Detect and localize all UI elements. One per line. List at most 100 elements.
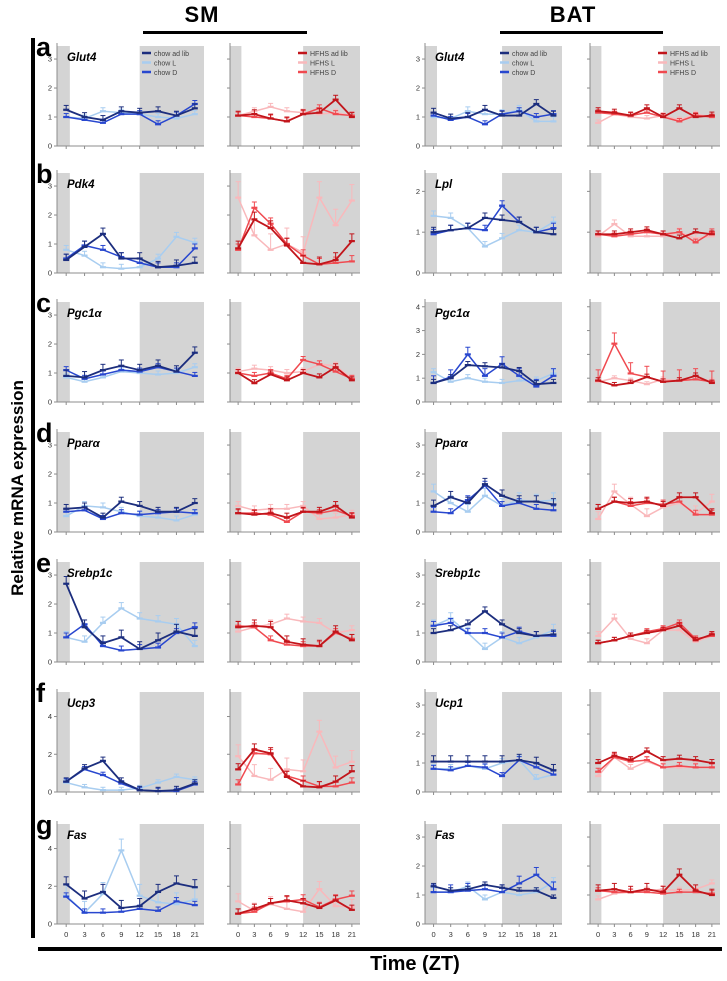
x-tick-label: 18 — [331, 930, 339, 939]
x-tick-label: 0 — [431, 930, 435, 939]
series-group — [235, 94, 355, 123]
dark-phase-band — [663, 562, 720, 662]
dark-phase-band — [230, 173, 242, 273]
gene-label: Ucp3 — [67, 698, 96, 710]
legend-label: HFHS D — [670, 70, 696, 77]
dark-phase-band — [502, 46, 562, 146]
series-line-hfhs-d — [237, 206, 352, 266]
dark-phase-band — [303, 692, 360, 792]
chart-g-sm-hfhs: 0 3 6 9 12 15 18 21 — [227, 821, 360, 939]
dark-phase-band — [502, 432, 562, 532]
series-line-chow-l — [66, 776, 195, 791]
dark-phase-band — [590, 302, 602, 402]
dark-phase-band — [139, 173, 204, 273]
series-line-hfhs-ad-lib — [237, 748, 353, 789]
legend-label: chow D — [154, 70, 177, 77]
y-tick-label: 2 — [48, 882, 52, 891]
series-line-chow-l — [66, 607, 196, 647]
y-tick-label: 2 — [416, 350, 420, 359]
series-group — [430, 753, 557, 781]
y-tick-label: 2 — [416, 862, 420, 871]
chart-d-sm-chow: 0 1 2 3 Pparα — [48, 429, 204, 537]
series-line-hfhs-ad-lib — [598, 107, 712, 119]
series-line-hfhs-ad-lib — [598, 229, 712, 240]
series-line-hfhs-ad-lib — [597, 374, 713, 387]
chart-f-bat-chow: 0 1 2 3 Ucp1 — [416, 689, 562, 797]
y-tick-label: 0 — [48, 398, 52, 407]
y-tick-label: 2 — [48, 340, 52, 349]
panel-letter-d: d — [36, 418, 53, 448]
y-tick-label: 0 — [48, 920, 52, 929]
series-line-chow-ad-lib — [433, 482, 554, 507]
gene-label: Fas — [435, 830, 455, 842]
gene-label: Pparα — [435, 438, 469, 450]
series-group — [595, 104, 715, 124]
chart-c-bat-chow: 0 1 2 3 4 Pgc1α — [416, 299, 562, 407]
y-tick-label: 0 — [48, 658, 52, 667]
y-tick-label: 0 — [416, 528, 420, 537]
y-tick-label: 3 — [48, 311, 52, 320]
legend-label: chow L — [154, 60, 176, 67]
series-group — [595, 613, 715, 645]
legend-label: chow L — [512, 60, 534, 67]
dark-phase-band — [502, 562, 562, 662]
series-group — [63, 346, 198, 383]
gene-label: Glut4 — [67, 52, 97, 64]
legend-label: chow ad lib — [154, 51, 189, 58]
chart-a-sm-hfhs: HFHS ad lib HFHS L HFHS D — [227, 43, 360, 149]
y-tick-label: 3 — [416, 441, 420, 450]
y-tick-label: 1 — [416, 228, 420, 237]
y-tick-label: 0 — [48, 528, 52, 537]
series-line-chow-l — [433, 108, 554, 123]
series-line-chow-l — [433, 371, 554, 384]
series-line-chow-ad-lib — [66, 352, 196, 379]
series-line-hfhs-ad-lib — [238, 98, 353, 123]
series-group — [235, 355, 355, 385]
chart-b-bat-hfhs — [587, 170, 720, 276]
chart-a-bat-hfhs: HFHS ad lib HFHS L HFHS D — [587, 43, 720, 149]
series-line-hfhs-ad-lib — [237, 366, 353, 385]
series-line-chow-l — [66, 366, 196, 383]
series-line-chow-d — [65, 244, 196, 268]
dark-phase-band — [139, 692, 204, 792]
series-group — [235, 501, 355, 523]
gene-label: Pparα — [67, 438, 101, 450]
chart-f-sm-chow: 0 2 4 Ucp3 — [48, 689, 204, 797]
gene-label: Pgc1α — [67, 308, 102, 320]
x-tick-label: 9 — [645, 930, 649, 939]
x-tick-label: 9 — [285, 930, 289, 939]
series-line-hfhs-l — [597, 223, 712, 240]
y-tick-label: 3 — [48, 441, 52, 450]
x-tick-label: 3 — [82, 930, 86, 939]
chart-c-bat-hfhs — [587, 299, 720, 405]
y-tick-label: 2 — [416, 470, 420, 479]
y-tick-label: 0 — [416, 658, 420, 667]
y-tick-label: 0 — [48, 269, 52, 278]
x-tick-label: 12 — [498, 930, 506, 939]
legend-label: HFHS D — [310, 70, 336, 77]
dark-phase-band — [425, 432, 437, 532]
series-group — [63, 756, 198, 793]
dark-phase-band — [57, 692, 70, 792]
legend-label: HFHS L — [670, 60, 695, 67]
x-tick-label: 12 — [299, 930, 307, 939]
x-tick-label: 12 — [136, 930, 144, 939]
x-tick-label: 12 — [659, 930, 667, 939]
chart-d-bat-chow: 0 1 2 3 Pparα — [416, 429, 562, 537]
y-tick-label: 1 — [48, 369, 52, 378]
series-line-hfhs-ad-lib — [238, 624, 353, 647]
series-line-chow-d — [433, 484, 554, 514]
dark-phase-band — [590, 173, 602, 273]
y-tick-label: 4 — [48, 844, 52, 853]
chart-f-bat-hfhs — [587, 689, 720, 795]
dark-phase-band — [230, 46, 242, 146]
series-group — [63, 838, 198, 914]
y-tick-label: 3 — [416, 326, 420, 335]
legend-label: chow ad lib — [512, 51, 547, 58]
dark-phase-band — [230, 692, 242, 792]
y-tick-label: 0 — [48, 788, 52, 797]
bottom-frame-line — [38, 947, 722, 951]
gene-label: Lpl — [435, 179, 453, 191]
dark-phase-band — [590, 824, 602, 924]
series-line-hfhs-ad-lib — [597, 624, 713, 645]
